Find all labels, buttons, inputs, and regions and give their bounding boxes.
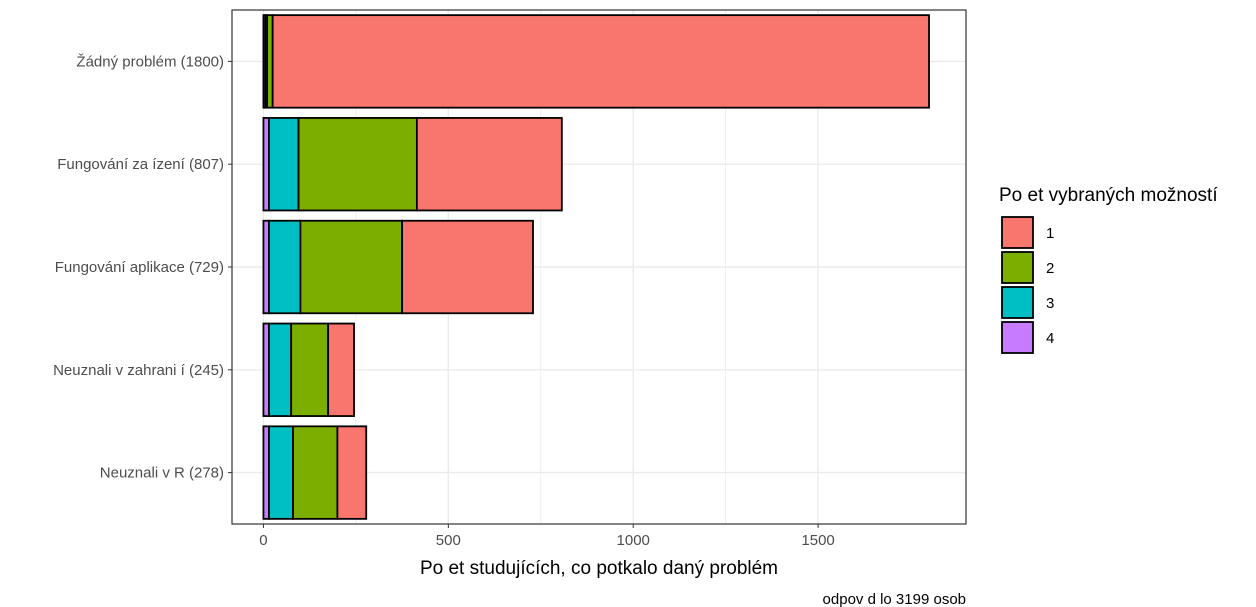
x-tick-label: 0 — [259, 532, 267, 549]
legend-swatch-1 — [1001, 216, 1034, 249]
bar-segment-3 — [268, 425, 294, 520]
legend-swatch-2 — [1001, 251, 1034, 284]
y-axis: Žádný problém (1800) Fungování za ízení (… — [53, 53, 232, 482]
x-axis-title: Po et studujících, co potkalo daný probl… — [420, 558, 778, 579]
bar-segment-2 — [290, 322, 330, 417]
bar-segment-1 — [336, 425, 368, 520]
x-tick-label: 1000 — [617, 532, 650, 549]
bar-segment-1 — [327, 322, 355, 417]
bar-segment-2 — [299, 219, 403, 315]
y-tick-label: Fungování za ízení (807) — [57, 156, 224, 173]
bar-segment-2 — [297, 117, 418, 212]
y-tick-label: Neuznali v R (278) — [100, 465, 224, 482]
caption: odpov d lo 3199 osob — [823, 591, 966, 607]
legend-label-1: 1 — [1046, 225, 1054, 242]
bar-segment-1 — [415, 117, 563, 212]
legend-title: Po et vybraných možností — [999, 185, 1218, 206]
legend-swatch-4 — [1001, 321, 1034, 354]
x-tick-label: 500 — [436, 532, 461, 549]
y-tick-label: Fungování aplikace (729) — [55, 259, 224, 276]
bar-segment-1 — [271, 14, 930, 109]
legend-label-3: 3 — [1046, 295, 1054, 312]
bar-segment-3 — [268, 117, 300, 212]
bar-segment-3 — [268, 322, 293, 417]
y-tick-label: Žádný problém (1800) — [76, 53, 224, 70]
legend-label-4: 4 — [1046, 330, 1054, 347]
x-axis: 0 500 1000 1500 — [259, 524, 835, 549]
y-tick-label: Neuznali v zahrani í (245) — [53, 362, 224, 379]
legend-label-2: 2 — [1046, 260, 1054, 277]
bar-segment-2 — [292, 425, 339, 520]
bar-segment-3 — [268, 219, 302, 315]
legend: Po et vybraných možností 1 2 3 4 — [999, 185, 1218, 354]
legend-swatch-3 — [1001, 286, 1034, 319]
bar-segment-1 — [401, 219, 534, 315]
bars — [262, 14, 930, 520]
x-tick-label: 1500 — [801, 532, 834, 549]
